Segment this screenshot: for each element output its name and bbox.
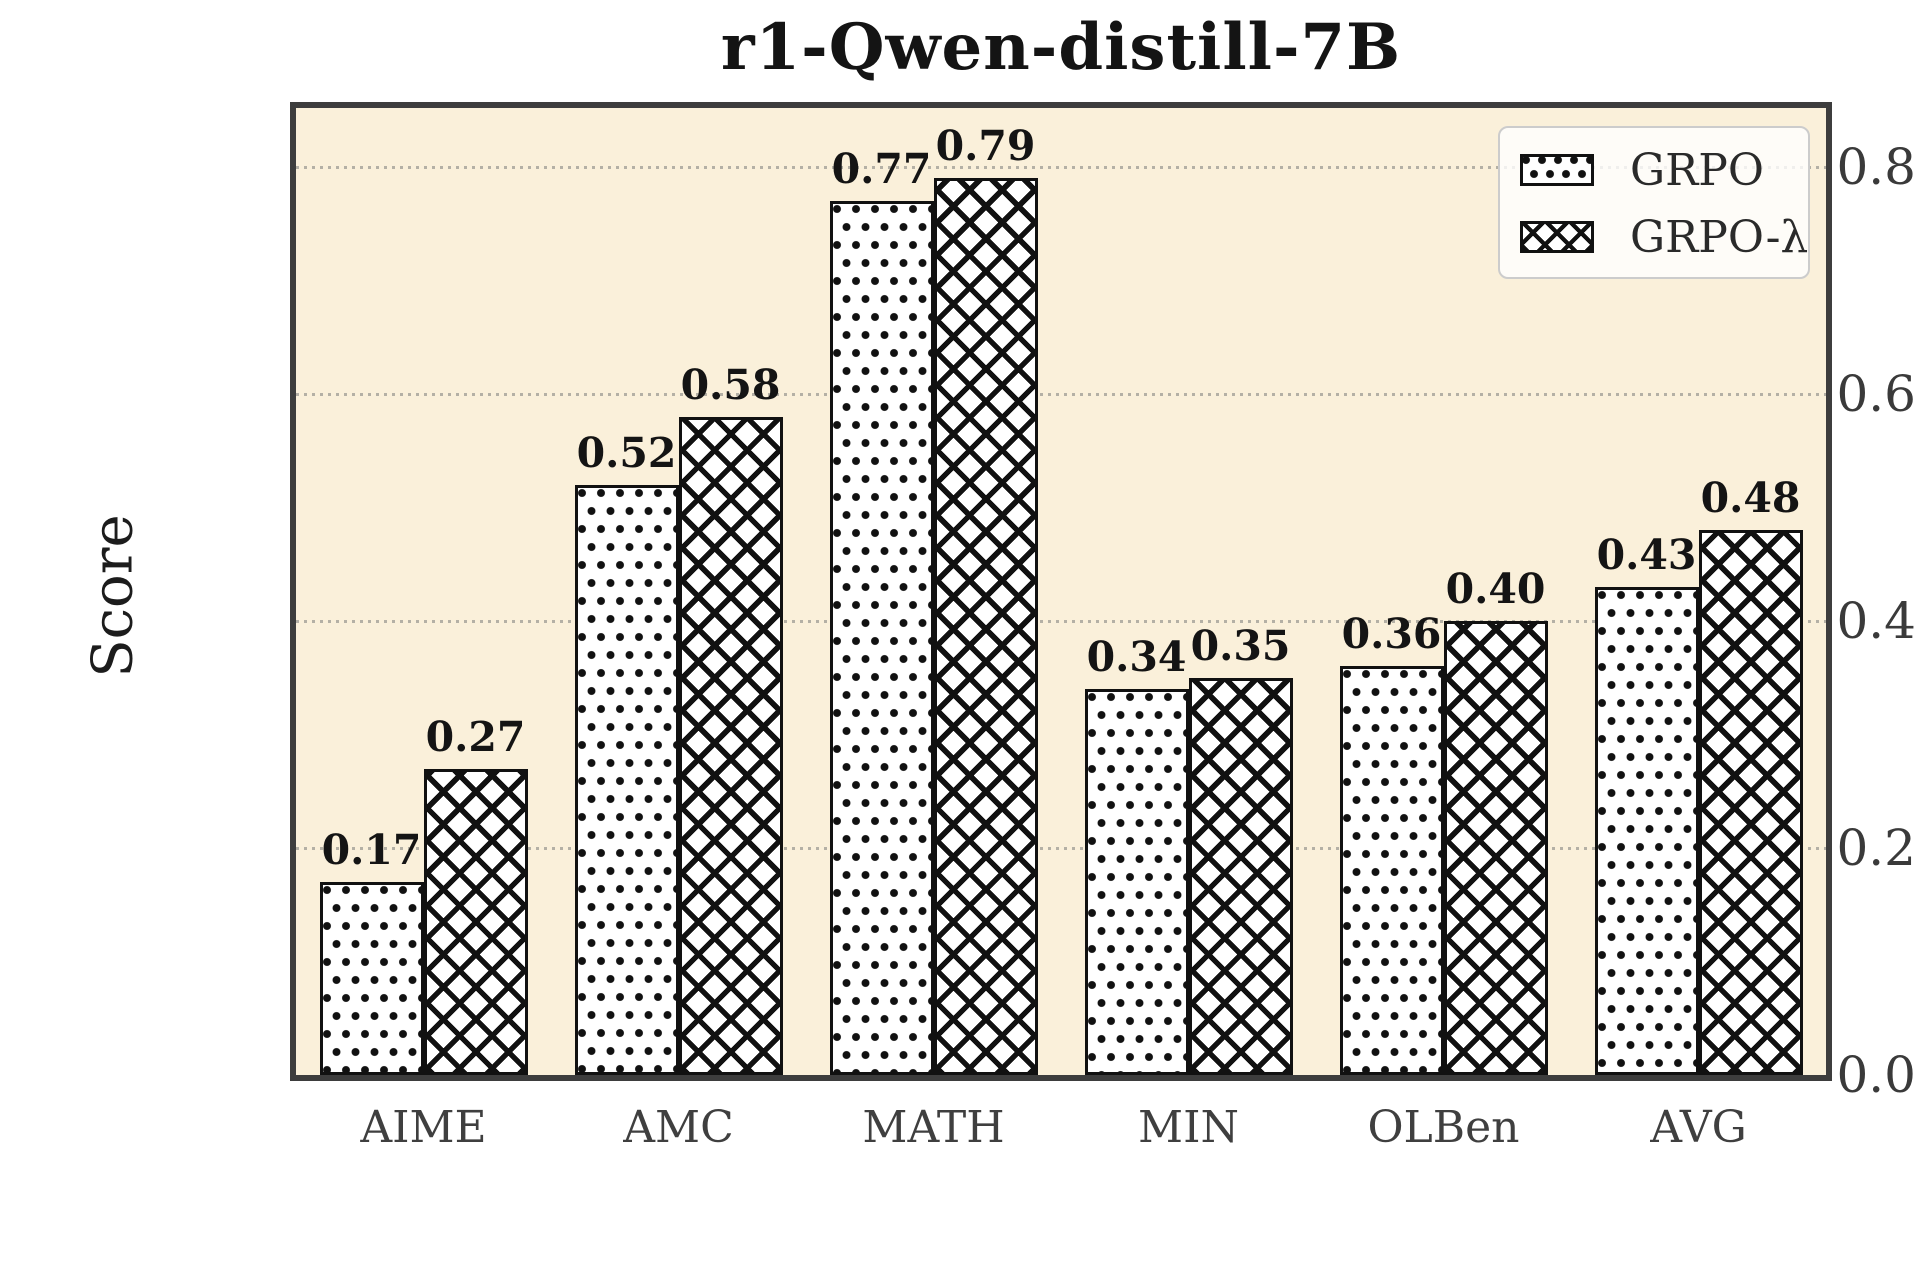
y-tick-label: 0.0 bbox=[1836, 1046, 1916, 1104]
gridline bbox=[296, 847, 1826, 850]
bar-grpo--aime bbox=[423, 768, 528, 1075]
bar-value-label: 0.34 bbox=[1086, 633, 1187, 682]
y-tick-label: 0.8 bbox=[1836, 138, 1916, 196]
x-tick-label: OLBen bbox=[1367, 1102, 1520, 1153]
bar-grpo-olben bbox=[1339, 666, 1444, 1075]
bar-grpo-min bbox=[1084, 689, 1189, 1075]
legend-item-label: GRPO-λ bbox=[1630, 211, 1809, 263]
bar-value-label: 0.36 bbox=[1341, 610, 1442, 659]
bar-grpo--min bbox=[1188, 677, 1293, 1075]
x-tick-label: AVG bbox=[1650, 1102, 1747, 1153]
gridline bbox=[296, 620, 1826, 623]
y-tick-label: 0.6 bbox=[1836, 365, 1916, 423]
bar-grpo-avg bbox=[1594, 586, 1699, 1075]
bar-grpo--amc bbox=[678, 416, 783, 1075]
bar-value-label: 0.17 bbox=[321, 826, 422, 875]
bar-value-label: 0.77 bbox=[831, 145, 932, 194]
legend-item-label: GRPO bbox=[1630, 144, 1764, 196]
bar-value-label: 0.79 bbox=[935, 122, 1036, 171]
bar-grpo--math bbox=[933, 178, 1038, 1075]
cross-swatch-icon bbox=[1520, 221, 1594, 253]
x-tick-label: AMC bbox=[623, 1102, 734, 1153]
bar-grpo-amc bbox=[574, 484, 679, 1075]
x-tick-label: MATH bbox=[862, 1102, 1005, 1153]
bar-value-label: 0.58 bbox=[680, 360, 781, 409]
x-tick-label: MIN bbox=[1138, 1102, 1239, 1153]
y-tick-label: 0.2 bbox=[1836, 819, 1916, 877]
bar-grpo-math bbox=[829, 201, 934, 1075]
bar-value-label: 0.27 bbox=[425, 712, 526, 761]
gridline bbox=[296, 166, 1826, 169]
chart-title: r1-Qwen-distill-7B bbox=[720, 10, 1402, 85]
x-tick-label: AIME bbox=[360, 1102, 487, 1153]
bar-grpo--olben bbox=[1443, 621, 1548, 1075]
bar-value-label: 0.52 bbox=[576, 428, 677, 477]
bar-value-label: 0.35 bbox=[1190, 621, 1291, 670]
dots-swatch-icon bbox=[1520, 154, 1594, 186]
y-tick-label: 0.4 bbox=[1836, 592, 1916, 650]
bar-value-label: 0.48 bbox=[1700, 474, 1801, 523]
legend: GRPO GRPO-λ bbox=[1498, 126, 1810, 279]
legend-item-grpo: GRPO bbox=[1520, 144, 1788, 196]
bar-grpo--avg bbox=[1698, 530, 1803, 1075]
y-axis-label: Score bbox=[80, 514, 146, 678]
gridline bbox=[296, 393, 1826, 396]
bar-value-label: 0.40 bbox=[1445, 565, 1546, 613]
bar-grpo-aime bbox=[319, 882, 424, 1075]
legend-item-grpo-: GRPO-λ bbox=[1520, 212, 1808, 263]
bar-value-label: 0.43 bbox=[1596, 530, 1697, 579]
